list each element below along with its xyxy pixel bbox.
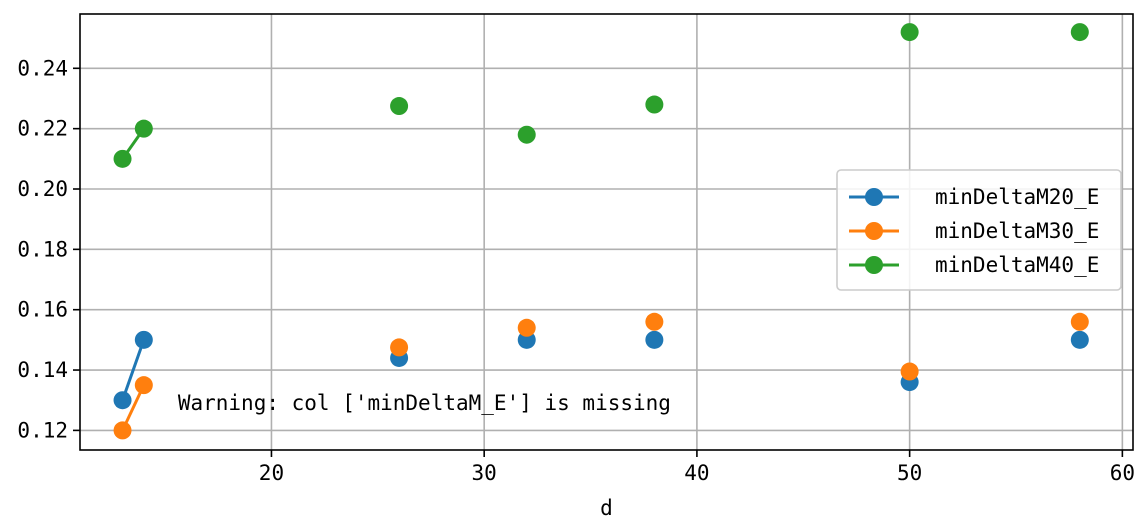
legend-label: minDeltaM40_E: [935, 253, 1099, 277]
y-tick-label: 0.16: [17, 298, 68, 322]
y-tick-label: 0.24: [17, 56, 68, 80]
data-point: [1070, 312, 1089, 331]
y-tick-label: 0.20: [17, 177, 68, 201]
legend: minDeltaM20_E minDeltaM30_E minDeltaM40_E: [836, 169, 1122, 291]
axis-layer: 20 30 40 50 60 0.12 0.14 0.16 0.18 0.20 0.22 0.24: [17, 13, 1135, 485]
data-point: [113, 421, 132, 440]
x-tick-label: 60: [1110, 461, 1135, 485]
y-tick-label: 0.14: [17, 358, 68, 382]
x-axis-label: d: [600, 496, 613, 520]
data-point: [113, 149, 132, 168]
plot-frame: [79, 13, 1134, 451]
data-point: [645, 330, 664, 349]
y-tick-label: 0.18: [17, 237, 68, 261]
data-point: [517, 125, 536, 144]
x-tick-label: 20: [259, 461, 284, 485]
data-point: [1070, 23, 1089, 42]
legend-item: minDeltaM20_E: [849, 185, 1099, 209]
y-tick-label: 0.22: [17, 117, 68, 141]
legend-marker: [865, 256, 883, 274]
series-minDeltaM30_E: [113, 312, 1089, 440]
data-point: [134, 119, 153, 138]
legend-box: [836, 169, 1122, 291]
x-tick-label: 30: [472, 461, 497, 485]
data-point: [134, 376, 153, 395]
warning-annotation: Warning: col ['minDeltaM_E'] is missing: [178, 391, 671, 415]
data-point: [134, 330, 153, 349]
x-tick-label: 50: [897, 461, 922, 485]
data-point: [1070, 330, 1089, 349]
data-point: [900, 362, 919, 381]
x-tick-label: 40: [684, 461, 709, 485]
series-minDeltaM40_E: [113, 23, 1089, 168]
legend-label: minDeltaM30_E: [935, 219, 1099, 243]
data-point: [113, 391, 132, 410]
y-tick-label: 0.12: [17, 418, 68, 442]
legend-marker: [865, 188, 883, 206]
series-line-segment: [121, 339, 146, 401]
data-point: [645, 312, 664, 331]
data-point: [390, 97, 409, 116]
data-point: [645, 95, 664, 114]
legend-item: minDeltaM40_E: [849, 253, 1099, 277]
data-point: [517, 318, 536, 337]
series-layer: [113, 23, 1089, 440]
data-point: [900, 23, 919, 42]
legend-label: minDeltaM20_E: [935, 185, 1099, 209]
legend-item: minDeltaM30_E: [849, 219, 1099, 243]
data-point: [390, 338, 409, 357]
legend-marker: [865, 222, 883, 240]
